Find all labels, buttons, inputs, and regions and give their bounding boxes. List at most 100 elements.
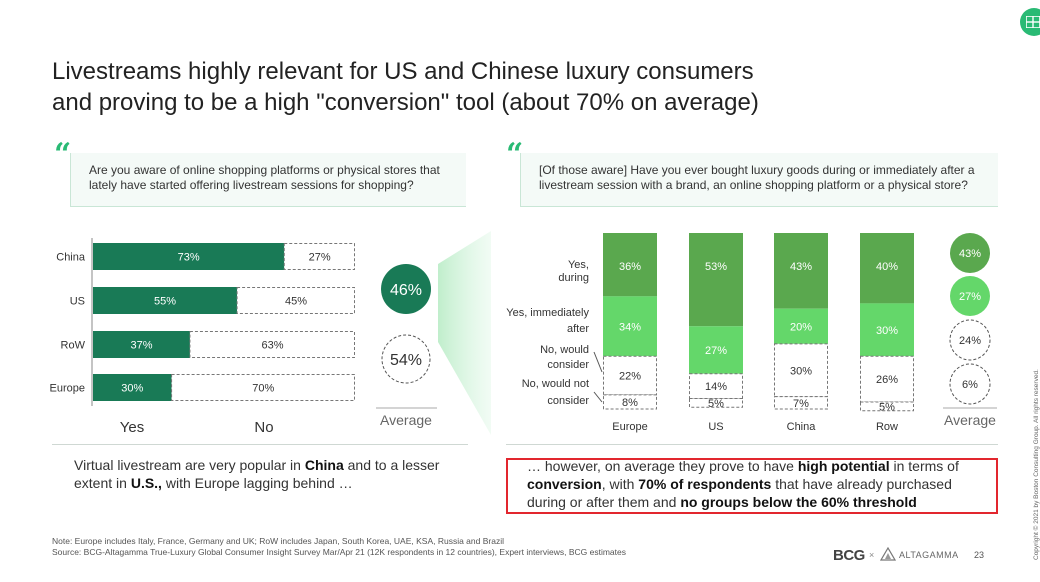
average-yes-circle	[381, 264, 431, 314]
bar-yes	[93, 243, 285, 270]
column-segment	[603, 296, 657, 357]
column-segment	[603, 394, 657, 410]
column-segment	[860, 401, 914, 412]
footnote: Note: Europe includes Italy, France, Ger…	[52, 536, 626, 558]
average-circle	[950, 276, 990, 316]
bar-no	[171, 374, 355, 401]
right-category-label: China	[787, 421, 817, 433]
series-label: Yes,	[568, 259, 589, 271]
bar-no-label: 27%	[309, 252, 331, 264]
column-segment	[860, 233, 914, 304]
series-label: No, would not	[522, 378, 589, 390]
right-average-title: Average	[944, 412, 996, 428]
column-segment-label: 53%	[705, 261, 727, 273]
series-label: during	[558, 272, 589, 284]
highlight-box	[506, 458, 998, 514]
left-takeaway-part: and to a lesser extent in	[74, 457, 440, 491]
bar-yes-label: 55%	[154, 296, 176, 308]
left-category-label: RoW	[61, 340, 86, 352]
bar-yes	[93, 331, 190, 358]
bar-yes-label: 30%	[121, 383, 143, 395]
average-no-label: 54%	[390, 352, 422, 369]
altagamma-emblem-icon	[880, 547, 896, 561]
bar-yes	[93, 374, 172, 401]
altagamma-logo: ALTAGAMMA	[899, 550, 959, 560]
column-segment-label: 43%	[790, 261, 812, 273]
legend-no: No	[254, 419, 273, 436]
left-category-label: Europe	[50, 383, 85, 395]
left-category-label: China	[56, 252, 86, 264]
bar-no	[236, 287, 356, 314]
column-segment-label: 40%	[876, 261, 898, 273]
average-value-label: 24%	[959, 335, 981, 347]
column-segment	[689, 233, 743, 327]
column-segment-label: 36%	[619, 261, 641, 273]
right-takeaway-bold: 70% of respondents	[638, 476, 772, 492]
series-label: consider	[547, 395, 589, 407]
column-segment-label: 5%	[708, 398, 724, 410]
right-category-label: US	[708, 421, 723, 433]
right-takeaway-part: … however, on average they prove to have	[527, 458, 798, 474]
left-takeaway-part: Virtual livestream are very popular in	[74, 457, 305, 473]
left-takeaway-part: with Europe lagging behind …	[161, 475, 353, 491]
page-number: 23	[974, 550, 985, 560]
legend-yes: Yes	[120, 419, 144, 436]
right-takeaway-part: in terms of	[889, 458, 959, 474]
series-pointer-line	[593, 351, 603, 373]
series-label: after	[567, 323, 589, 335]
footnote-line-1: Note: Europe includes Italy, France, Ger…	[52, 536, 504, 546]
funnel-connector	[438, 231, 491, 435]
copyright-notice: Copyright © 2021 by Boston Consulting Gr…	[1033, 369, 1040, 560]
footnote-line-2: Source: BCG-Altagamma True-Luxury Global…	[52, 547, 626, 557]
series-pointer-line	[593, 391, 603, 403]
quote-icon-left: “	[54, 137, 72, 172]
left-average-title: Average	[380, 412, 432, 428]
bar-no-label: 63%	[261, 340, 283, 352]
left-question-box: Are you aware of online shopping platfor…	[70, 153, 466, 207]
column-segment-label: 20%	[790, 321, 812, 333]
title-line-1: Livestreams highly relevant for US and C…	[52, 58, 754, 85]
right-takeaway-bold: no groups below the 60% threshold	[680, 494, 917, 510]
average-no-circle	[381, 334, 431, 384]
column-segment	[603, 233, 657, 297]
right-takeaway-bold: conversion	[527, 476, 602, 492]
column-segment	[689, 397, 743, 408]
column-segment-label: 26%	[876, 374, 898, 386]
bar-yes-label: 37%	[130, 340, 152, 352]
column-segment	[774, 308, 828, 344]
table-app-icon[interactable]	[1020, 8, 1040, 36]
right-category-label: Europe	[612, 421, 647, 433]
left-question-text: Are you aware of online shopping platfor…	[89, 163, 440, 192]
left-category-label: US	[70, 296, 85, 308]
left-divider	[52, 444, 468, 445]
column-segment-label: 8%	[622, 397, 638, 409]
column-segment	[603, 355, 657, 396]
average-circle	[949, 319, 991, 361]
bar-yes-label: 73%	[178, 252, 200, 264]
column-segment	[774, 233, 828, 309]
column-segment	[774, 396, 828, 410]
left-takeaway: Virtual livestream are very popular in C…	[74, 456, 454, 492]
series-label: Yes, immediately	[506, 307, 589, 319]
average-circle	[949, 363, 991, 405]
column-segment-label: 30%	[790, 365, 812, 377]
series-label: No, would	[540, 344, 589, 356]
quote-icon-right: “	[506, 137, 524, 172]
title-line-2: and proving to be a high "conversion" to…	[52, 89, 759, 116]
average-value-label: 43%	[959, 248, 981, 260]
left-takeaway-bold: U.S.,	[130, 475, 162, 491]
bar-no	[283, 243, 356, 270]
bar-no	[189, 331, 355, 358]
bar-no-label: 70%	[252, 383, 274, 395]
slide-title: Livestreams highly relevant for US and C…	[52, 56, 852, 118]
right-takeaway-bold: high potential	[797, 458, 890, 474]
column-segment-label: 34%	[619, 321, 641, 333]
series-label: consider	[547, 359, 589, 371]
column-segment-label: 27%	[705, 345, 727, 357]
bar-no-label: 45%	[285, 296, 307, 308]
average-value-label: 27%	[959, 291, 981, 303]
column-segment	[860, 303, 914, 357]
bar-yes	[93, 287, 238, 314]
left-takeaway-bold: China	[304, 457, 344, 473]
column-segment	[689, 326, 743, 374]
